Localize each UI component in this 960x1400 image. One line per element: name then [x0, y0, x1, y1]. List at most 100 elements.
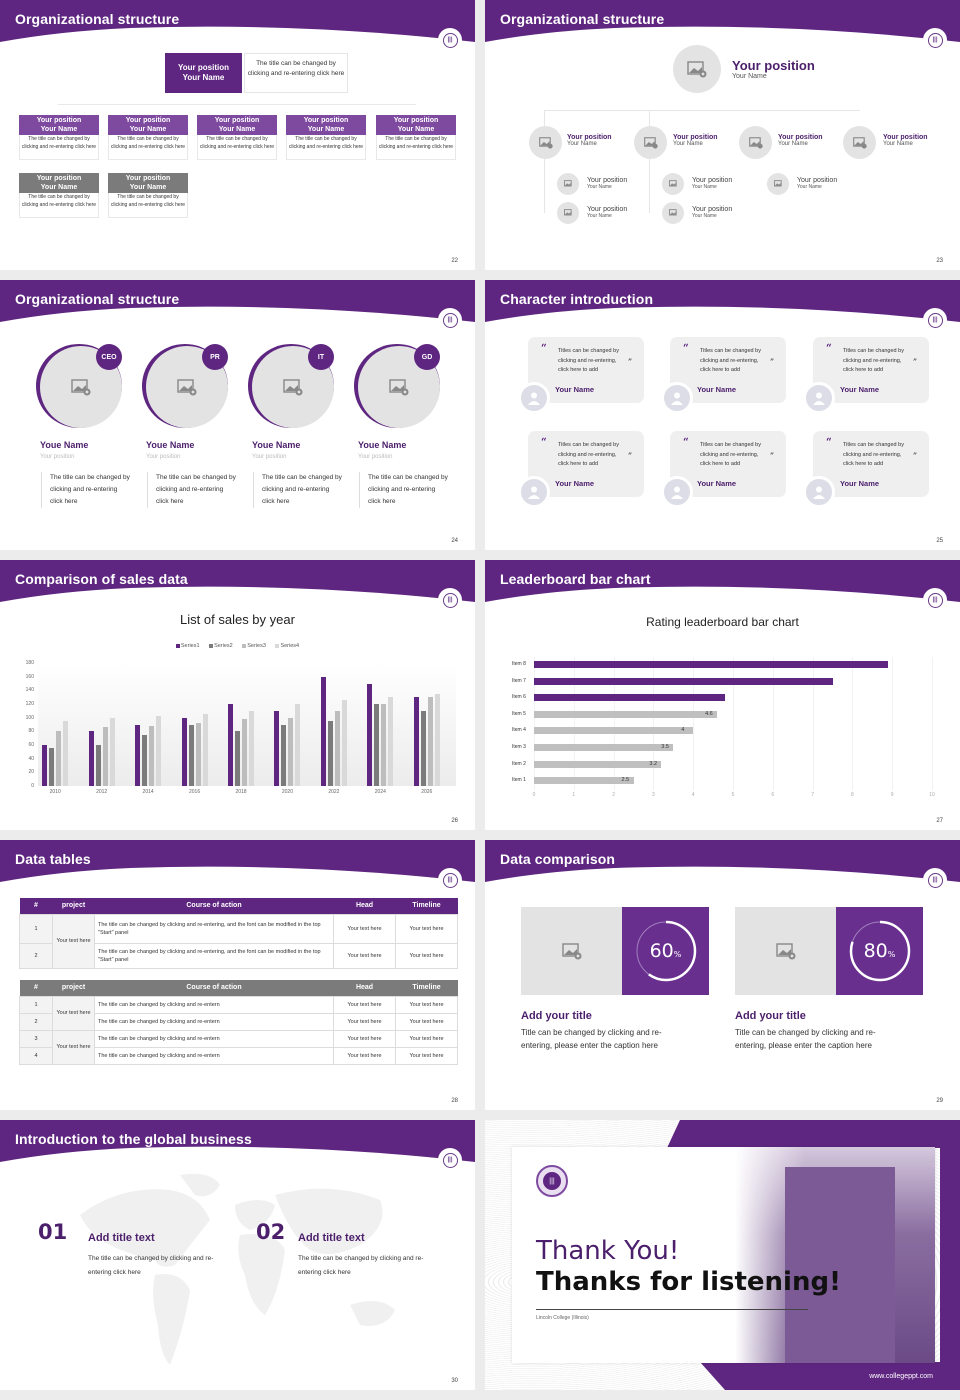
cell-action: The title can be changed by clicking and… [94, 942, 334, 969]
col-header: Course of action [94, 898, 334, 914]
data-table-2: # project Course of action Head Timeline… [19, 980, 458, 1065]
name-label: Your Name [307, 125, 345, 133]
slide-27-leaderboard-chart[interactable]: Leaderboard bar chart ||| Rating leaderb… [485, 560, 960, 830]
cell-number: 1 [19, 995, 53, 1014]
name-label: Your Name [587, 213, 612, 219]
photo-placeholder[interactable] [739, 126, 772, 159]
grid-line [693, 657, 695, 790]
slide-24-org-structure[interactable]: Organizational structure ||| CEO Youe Na… [0, 280, 475, 550]
grid-line [932, 657, 933, 790]
position-label: Your position [214, 117, 260, 124]
x-tick-label: 10 [929, 791, 935, 798]
website-link[interactable]: www.collegeppt.com [869, 1373, 933, 1380]
photo-placeholder[interactable] [529, 126, 562, 159]
legend-item[interactable]: Series1 [175, 643, 200, 649]
org-card[interactable]: Your position Your Name The title can be … [286, 115, 366, 160]
org-card[interactable]: Your position Your Name The title can be … [197, 115, 277, 160]
slide-header: Introduction to the global business [0, 1120, 475, 1164]
slide-header: Organizational structure [0, 280, 475, 324]
page-number: 22 [451, 258, 458, 264]
org-card[interactable]: Your position Your Name The title can be … [108, 115, 188, 160]
top-position-box[interactable]: Your position Your Name [165, 53, 242, 93]
cell-number: 1 [19, 913, 53, 944]
chart-bar [295, 704, 301, 786]
open-quote-icon: “ [683, 343, 689, 354]
cell-number: 2 [19, 942, 53, 969]
grid-line [534, 657, 535, 790]
slide-26-sales-chart[interactable]: Comparison of sales data ||| List of sal… [0, 560, 475, 830]
position-label: Your position [587, 177, 628, 184]
y-tick-label: Item 5 [512, 710, 526, 717]
college-logo-icon: ||| [923, 588, 947, 612]
org-card[interactable]: Your position Your Name The title can be … [19, 115, 99, 160]
image-add-icon [389, 378, 409, 395]
org-card[interactable]: Your position Your Name The title can be … [19, 173, 99, 218]
chart-bar [88, 731, 94, 786]
photo-placeholder[interactable] [557, 173, 579, 195]
person-description: The title can be changed by clicking and… [359, 472, 449, 508]
chart-title: Rating leaderboard bar chart [646, 615, 799, 629]
photo-placeholder[interactable] [767, 173, 789, 195]
grid-line [852, 657, 854, 790]
org-card[interactable]: Your position Your Name The title can be … [376, 115, 456, 160]
cell-timeline: Your text here [395, 995, 458, 1014]
chart-bar [195, 723, 201, 786]
page-number: 27 [936, 818, 943, 824]
connector-line [58, 104, 416, 105]
legend-item[interactable]: Series3 [242, 643, 266, 649]
name-label: Your Name [182, 73, 225, 82]
cell-number: 3 [19, 1029, 53, 1048]
photo-placeholder[interactable] [557, 202, 579, 224]
slide-28-data-tables[interactable]: Data tables ||| # project Course of acti… [0, 840, 475, 1110]
name-label: Your Name [218, 125, 256, 133]
x-tick-label: 2022 [328, 789, 340, 795]
person-name: Youe Name [40, 440, 89, 450]
chart-bar [341, 699, 347, 786]
slide-31-thank-you[interactable]: ||| Thank You! Thanks for listening! Lin… [485, 1120, 960, 1390]
photo-placeholder[interactable] [662, 202, 684, 224]
legend-label: Series3 [247, 643, 266, 649]
legend-item[interactable]: Series2 [209, 643, 233, 649]
testimonial-card[interactable]: “ Titles can be changed by clicking and … [528, 431, 644, 497]
image-add-icon [643, 136, 658, 149]
x-tick-label: 2 [612, 791, 615, 798]
close-quote-icon: ” [628, 357, 633, 366]
photo-placeholder[interactable] [662, 173, 684, 195]
position-label: Your position [178, 63, 229, 72]
legend-item[interactable]: Series4 [275, 643, 299, 649]
close-quote-icon: ” [770, 357, 775, 366]
y-tick-label: 100 [25, 714, 34, 721]
photo-placeholder[interactable] [521, 907, 622, 995]
cell-action: The title can be changed by clicking and… [94, 913, 334, 944]
slide-30-global-business[interactable]: Introduction to the global business ||| … [0, 1120, 475, 1390]
item-description: Title can be changed by clicking and re-… [735, 1028, 876, 1050]
name-label: Your Name [40, 183, 78, 191]
cell-head: Your text here [333, 942, 396, 969]
position-label: Your position [587, 206, 628, 213]
slide-23-org-structure[interactable]: Organizational structure ||| Your positi… [485, 0, 960, 270]
percent-value: 80% [863, 940, 896, 962]
name-label: Your Name [692, 213, 717, 219]
photo-placeholder[interactable] [735, 907, 836, 995]
user-avatar-icon [803, 382, 835, 414]
org-card[interactable]: Your position Your Name The title can be … [108, 173, 188, 218]
slide-22-org-structure[interactable]: Organizational structure ||| Your positi… [0, 0, 475, 270]
connector-line [544, 110, 545, 213]
x-tick-label: 2016 [188, 789, 201, 795]
position-label: Your position [125, 175, 171, 182]
slide-title: Organizational structure [15, 291, 180, 307]
item-number: 01 [38, 1220, 68, 1244]
data-table-1: # project Course of action Head Timeline… [19, 898, 458, 969]
photo-placeholder[interactable] [634, 126, 667, 159]
progress-ring-icon [849, 920, 910, 982]
page-number: 23 [936, 258, 943, 264]
chart-bar [534, 694, 726, 702]
slide-29-data-comparison[interactable]: Data comparison ||| 60% Add your title T… [485, 840, 960, 1110]
testimonial-name: Your Name [840, 385, 880, 394]
col-header: Timeline [395, 898, 458, 914]
slide-25-character-introduction[interactable]: Character introduction ||| “ Titles can … [485, 280, 960, 550]
card-description: The title can be changed by clicking and… [197, 135, 277, 160]
table-row: 2 The title can be changed by clicking a… [19, 942, 458, 969]
photo-placeholder[interactable] [843, 126, 876, 159]
photo-placeholder[interactable] [673, 45, 721, 93]
